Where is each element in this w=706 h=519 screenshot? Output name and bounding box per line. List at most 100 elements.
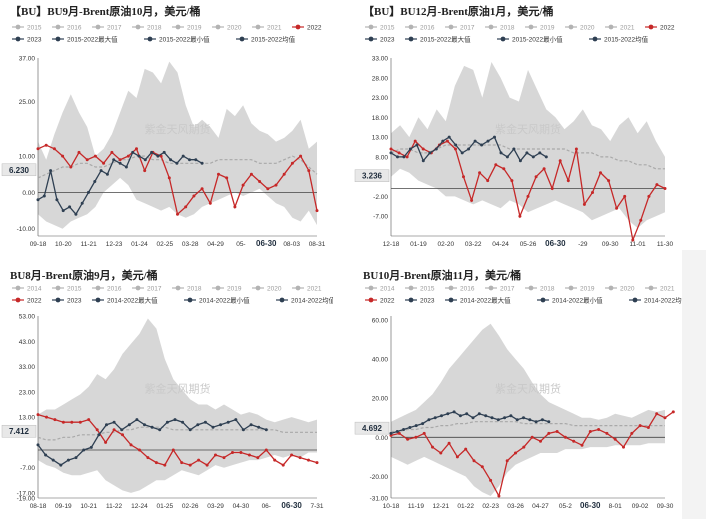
- series-2022-point: [78, 420, 82, 424]
- series-2023-point: [493, 135, 496, 139]
- series-2022-point: [563, 435, 567, 439]
- series-2023-point: [194, 158, 198, 162]
- series-2023-point: [402, 155, 406, 159]
- series-2022-point: [197, 458, 201, 462]
- legend-item: 2015: [365, 25, 395, 32]
- series-2022-point: [550, 187, 554, 190]
- series-2023-point: [175, 161, 179, 165]
- watermark-text: 紫金天风期货: [495, 381, 561, 395]
- series-2023-point: [226, 420, 230, 424]
- series-2022-point: [566, 179, 570, 183]
- legend-swatch-dot: [368, 297, 374, 303]
- legend-swatch-dot: [448, 24, 454, 30]
- series-2022-point: [597, 428, 601, 431]
- series-2023-point: [503, 416, 507, 420]
- series-2022-point: [282, 172, 286, 176]
- series-2022-point: [53, 418, 57, 422]
- series-2022-point: [647, 194, 651, 198]
- series-2022-point: [93, 154, 97, 158]
- series-2022-point: [431, 445, 434, 449]
- series-2023-point: [402, 428, 406, 431]
- series-2023-point: [447, 135, 451, 139]
- y-tick-label: 53.00: [19, 314, 36, 321]
- series-2022-point: [102, 161, 106, 165]
- series-2022-point: [454, 147, 457, 151]
- series-2022-point: [510, 179, 514, 183]
- legend-label: 2014-2022最大值: [107, 296, 158, 305]
- series-2022-point: [622, 445, 625, 449]
- series-2023-point: [515, 418, 519, 422]
- series-2023-point: [454, 143, 458, 147]
- legend-swatch-dot: [215, 24, 221, 30]
- minmax-band: [38, 318, 317, 493]
- legend-swatch-dot: [55, 285, 61, 291]
- legend-item: 2018: [132, 25, 162, 32]
- legend-label: 2015: [67, 286, 82, 293]
- series-2022-point: [421, 147, 425, 151]
- y-tick-label: 20.00: [372, 396, 389, 403]
- legend-item: 2019: [565, 286, 595, 293]
- series-2022-point: [266, 187, 270, 191]
- series-2023-point: [156, 154, 160, 158]
- series-2023-point: [480, 143, 484, 147]
- series-2022-point: [171, 448, 175, 452]
- series-2022-point: [70, 420, 74, 424]
- y-tick-label: 28.00: [372, 75, 389, 82]
- series-2023-point: [249, 423, 253, 427]
- legend-item: 2020: [605, 286, 635, 293]
- legend-label: 2018: [540, 286, 555, 293]
- series-2022-point: [184, 205, 188, 209]
- series-2022-point: [126, 154, 130, 158]
- legend-item: 2018: [485, 25, 515, 32]
- x-tick-label: 09-30: [657, 503, 674, 510]
- x-tick-label: 01-19: [410, 241, 427, 248]
- series-2022-point: [518, 214, 522, 218]
- series-2022-point: [422, 431, 426, 435]
- series-2023-point: [135, 418, 139, 422]
- legend-label: 2020: [227, 25, 242, 32]
- x-tick-label: 01-24: [131, 241, 148, 248]
- legend-label: 2021: [307, 286, 322, 293]
- legend-swatch-dot: [55, 24, 61, 30]
- legend-item: 2015-2022最小值: [144, 35, 210, 44]
- series-2022-point: [534, 175, 538, 179]
- series-2023-point: [74, 212, 78, 216]
- x-tick-label: 01-22: [457, 503, 474, 510]
- series-2022-point: [290, 161, 294, 165]
- series-2023-point: [188, 158, 191, 162]
- series-2022-point: [413, 139, 417, 143]
- series-2023-point: [440, 414, 443, 418]
- series-2023-point: [421, 159, 425, 163]
- legend-swatch-dot: [175, 24, 181, 30]
- x-tick-label: 02-25: [157, 241, 174, 248]
- series-2022-point: [605, 431, 609, 435]
- x-tick-label: 04-30: [233, 503, 250, 510]
- legend-swatch-dot: [608, 24, 614, 30]
- series-2022-point: [299, 154, 303, 158]
- series-2022-point: [486, 179, 490, 183]
- series-2022-point: [121, 433, 124, 437]
- series-2022-point: [646, 426, 650, 429]
- legend-label: 2015-2022均值: [251, 35, 296, 44]
- legend-swatch-dot: [239, 36, 245, 42]
- legend-item: 2017: [485, 286, 515, 293]
- series-2023-point: [118, 161, 122, 165]
- series-2023-point: [460, 151, 464, 155]
- series-2022-point: [281, 463, 285, 467]
- series-2023-point: [531, 155, 535, 159]
- legend-item: 2021: [645, 286, 675, 293]
- legend-item: 2017: [132, 286, 162, 293]
- series-2022-point: [138, 448, 141, 452]
- legend-swatch-dot: [648, 24, 654, 30]
- series-2023-point: [112, 420, 116, 424]
- x-tick-label: 08-03: [283, 241, 300, 248]
- series-2023-point: [181, 420, 185, 424]
- series-2023-point: [428, 151, 432, 155]
- series-2023-point: [112, 158, 116, 162]
- series-2022-point: [163, 463, 167, 467]
- y-tick-label: 10.00: [19, 154, 36, 161]
- series-2022-point: [129, 443, 133, 447]
- average-line: [390, 144, 665, 170]
- legend-item: 2019: [212, 286, 242, 293]
- legend-item: 2017: [92, 25, 122, 32]
